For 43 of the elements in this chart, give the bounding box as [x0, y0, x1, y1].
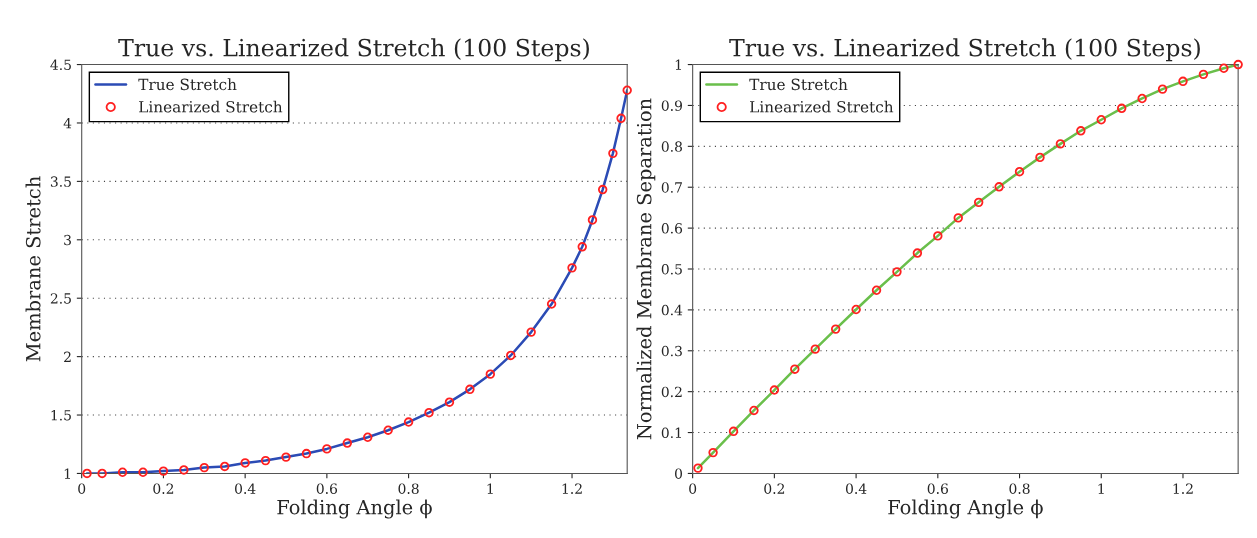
- y-tick-label: 0.9: [661, 100, 682, 111]
- y-tick-label: 3.5: [50, 176, 71, 187]
- y-tick-label: 2.5: [50, 293, 71, 304]
- y-axis-title: Normalized Membrane Separation: [636, 98, 656, 440]
- y-tick-label: 3: [64, 234, 71, 246]
- y-tick-label: 0.4: [661, 304, 683, 316]
- x-tick-label: 0.8: [398, 483, 419, 494]
- y-tick-label: 0.6: [661, 223, 683, 234]
- y-tick-label: 4.5: [50, 59, 71, 71]
- x-tick-label: 0: [78, 483, 86, 494]
- x-tick-label: 0.2: [764, 483, 785, 494]
- x-axis-title: Folding Angle ϕ: [277, 499, 432, 519]
- y-tick-label: 2: [64, 351, 71, 362]
- y-tick-label: 0.7: [661, 182, 682, 193]
- y-tick-label: 0.5: [661, 263, 682, 275]
- x-axis-title: Folding Angle ϕ: [888, 499, 1043, 519]
- x-tick-label: 0.2: [153, 483, 174, 494]
- y-tick-label: 0.2: [661, 386, 682, 398]
- y-tick-label: 4: [63, 117, 72, 129]
- y-tick-label: 1: [64, 468, 71, 479]
- x-tick-label: 1: [1098, 483, 1104, 494]
- chart-title: True vs. Linearized Stretch (100 Steps): [118, 38, 589, 62]
- x-tick-label: 1.2: [562, 483, 582, 494]
- y-tick-label: 0: [675, 468, 683, 479]
- y-tick-label: 0.1: [661, 427, 681, 439]
- legend-label: Linearized Stretch: [750, 100, 894, 113]
- y-tick-label: 1: [675, 59, 681, 70]
- x-tick-label: 0.6: [927, 483, 948, 494]
- y-tick-label: 0.8: [661, 141, 682, 152]
- legend-label: Linearized Stretch: [139, 100, 283, 113]
- x-tick-label: 0.6: [316, 483, 338, 494]
- x-tick-label: 0.4: [235, 483, 256, 494]
- x-tick-label: 0: [689, 483, 697, 494]
- legend-label: True Stretch: [138, 78, 237, 91]
- y-tick-label: 0.3: [661, 345, 682, 357]
- legend-label: True Stretch: [749, 78, 848, 91]
- x-tick-label: 0.8: [1009, 483, 1030, 494]
- chart-title: True vs. Linearized Stretch (100 Steps): [729, 38, 1200, 62]
- y-tick-label: 1.5: [51, 410, 71, 421]
- y-axis-title: Membrane Stretch: [25, 176, 41, 362]
- x-tick-label: 1: [487, 483, 493, 494]
- x-tick-label: 0.4: [845, 483, 867, 494]
- x-tick-label: 1.2: [1173, 483, 1193, 494]
